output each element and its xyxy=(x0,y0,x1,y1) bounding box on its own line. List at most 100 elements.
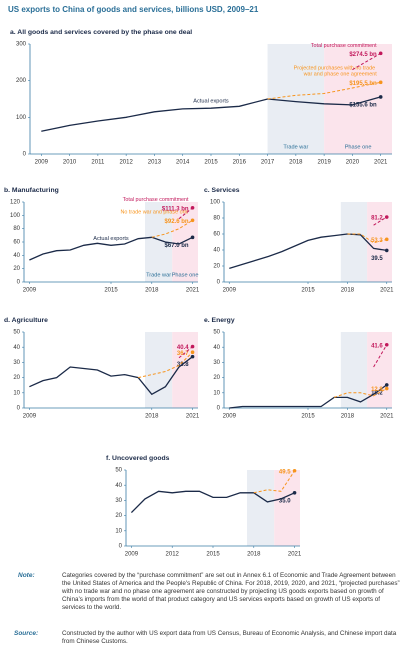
series-name: Actual exports xyxy=(193,99,229,105)
value-label: 35.0 xyxy=(279,498,291,504)
x-tick-label: 2018 xyxy=(341,288,355,294)
value-label: $155.6 bn xyxy=(349,103,377,109)
series-name: Actual exports xyxy=(93,236,129,242)
source-label: Source: xyxy=(14,630,39,637)
x-tick-label: 2009 xyxy=(23,414,37,420)
y-tick-label: 0 xyxy=(17,280,21,286)
series-line xyxy=(352,52,381,71)
region xyxy=(367,202,392,282)
y-tick-label: 120 xyxy=(10,200,21,206)
source: Constructed by the author with US export… xyxy=(62,630,397,645)
series-line xyxy=(130,490,295,514)
panel-title: d. Agriculture xyxy=(4,317,48,324)
y-tick-label: 30 xyxy=(213,360,220,366)
figure: US exports to China of goods and service… xyxy=(4,5,394,558)
region-label: Phase one xyxy=(345,144,372,150)
series-name: Projected purchases with no trade war an… xyxy=(294,66,378,78)
series-line xyxy=(267,81,381,100)
figure-title: US exports to China of goods and service… xyxy=(8,5,259,14)
y-tick-label: 20 xyxy=(13,266,20,272)
x-tick-label: 2016 xyxy=(233,160,247,166)
end-dot xyxy=(384,215,389,219)
series-line xyxy=(178,207,193,220)
region xyxy=(340,202,368,282)
x-tick-label: 2009 xyxy=(223,414,237,420)
x-tick-label: 2021 xyxy=(374,160,388,166)
y-tick-label: 30 xyxy=(115,498,122,504)
x-tick-label: 2015 xyxy=(104,288,118,294)
panel-title: b. Manufacturing xyxy=(4,187,59,194)
x-tick-label: 2011 xyxy=(91,160,105,166)
end-dot xyxy=(190,206,195,210)
note-label: Note: xyxy=(18,572,35,579)
x-tick-label: 2009 xyxy=(23,288,37,294)
value-label: 39.5 xyxy=(371,256,383,262)
series-line xyxy=(29,356,193,396)
region xyxy=(246,470,275,546)
x-tick-label: 2018 xyxy=(145,288,159,294)
series-name: Total purchase commitment xyxy=(311,43,377,49)
end-dot xyxy=(378,95,383,99)
y-tick-label: 40 xyxy=(213,345,220,351)
series-line xyxy=(229,384,388,409)
x-tick-label: 2018 xyxy=(289,160,303,166)
y-tick-label: 60 xyxy=(13,240,20,246)
value-label: $67.0 bn xyxy=(165,243,189,249)
x-tick-label: 2009 xyxy=(35,160,49,166)
value-label: 41.6 xyxy=(371,343,383,349)
y-tick-label: 20 xyxy=(213,375,220,381)
region xyxy=(172,332,198,408)
end-dot xyxy=(190,218,195,223)
x-tick-label: 2015 xyxy=(204,160,218,166)
y-tick-label: 100 xyxy=(16,115,27,121)
series-line xyxy=(373,344,388,368)
series-line xyxy=(178,346,193,359)
value-label: $274.5 bn xyxy=(349,52,377,58)
x-tick-label: 2017 xyxy=(261,160,275,166)
y-tick-label: 20 xyxy=(13,375,20,381)
y-tick-label: 0 xyxy=(17,406,21,412)
y-tick-label: 40 xyxy=(115,483,122,489)
region-label: Phase one xyxy=(172,272,199,278)
series-name: Total purchase commitment xyxy=(123,197,189,203)
series-line xyxy=(334,388,387,398)
value-label: $195.5 bn xyxy=(349,81,377,87)
x-tick-label: 2019 xyxy=(317,160,331,166)
y-tick-label: 10 xyxy=(213,390,220,396)
x-tick-label: 2012 xyxy=(119,160,133,166)
end-dot xyxy=(378,80,383,85)
end-dot xyxy=(384,248,389,253)
end-dot xyxy=(384,237,389,242)
series-line xyxy=(373,216,387,226)
value-label: 36.7 xyxy=(177,351,189,357)
panel-title: a. All goods and services covered by the… xyxy=(10,29,192,36)
y-tick-label: 40 xyxy=(13,345,20,351)
x-tick-label: 2021 xyxy=(186,288,200,294)
x-tick-label: 2012 xyxy=(166,552,180,558)
x-tick-label: 2021 xyxy=(288,552,302,558)
end-dot xyxy=(384,383,389,387)
series-line xyxy=(41,96,381,132)
region-label: Trade war xyxy=(146,272,171,278)
series-line xyxy=(347,233,387,244)
y-tick-label: 0 xyxy=(119,544,123,550)
y-tick-label: 50 xyxy=(13,330,20,336)
panel-title: f. Uncovered goods xyxy=(106,455,170,462)
y-tick-label: 100 xyxy=(10,213,21,219)
x-tick-label: 2015 xyxy=(206,552,220,558)
value-label: $111.3 bn xyxy=(162,206,189,212)
end-dot xyxy=(384,342,389,347)
region xyxy=(340,332,368,408)
series-name: No trade war and phase one xyxy=(121,210,189,216)
end-dot xyxy=(190,344,195,349)
y-tick-label: 20 xyxy=(115,513,122,519)
panel-title: e. Energy xyxy=(204,317,235,324)
y-tick-label: 0 xyxy=(217,406,221,412)
region xyxy=(274,470,300,546)
x-tick-label: 2021 xyxy=(380,414,394,420)
x-tick-label: 2021 xyxy=(380,288,394,294)
region xyxy=(267,44,325,154)
value-label: $92.6 bn xyxy=(165,219,189,225)
series-line xyxy=(151,219,193,238)
